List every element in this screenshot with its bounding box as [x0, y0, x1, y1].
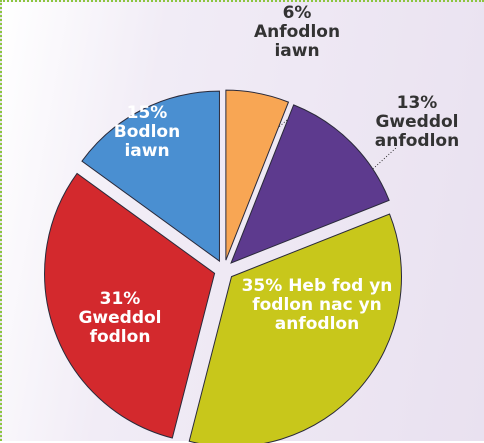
data-label: 13% Gweddol anfodlon — [357, 94, 477, 151]
data-label: 35% Heb fod yn fodlon nac yn anfodlon — [232, 277, 402, 334]
pie-slice — [81, 90, 220, 263]
pie-slice — [230, 104, 390, 264]
data-label: 6% Anfodlon iawn — [242, 4, 352, 61]
category-label: Gweddol anfodlon — [374, 112, 460, 151]
value-label: 6% — [282, 3, 312, 23]
value-label: 35% — [241, 276, 283, 296]
data-label: 15% Bodlon iawn — [102, 104, 192, 161]
category-label: Bodlon iawn — [113, 122, 181, 161]
pie-slice — [44, 172, 216, 439]
pie-slice — [188, 213, 403, 443]
value-label: 13% — [396, 93, 438, 113]
category-label: Heb fod yn fodlon nac yn anfodlon — [252, 276, 393, 334]
category-label: Anfodlon iawn — [253, 22, 341, 61]
data-label: 31% Gweddol fodlon — [70, 290, 170, 347]
category-label: Gweddol fodlon — [78, 308, 162, 347]
value-label: 15% — [126, 103, 168, 123]
value-label: 31% — [99, 289, 141, 309]
pie-slice — [225, 89, 290, 261]
